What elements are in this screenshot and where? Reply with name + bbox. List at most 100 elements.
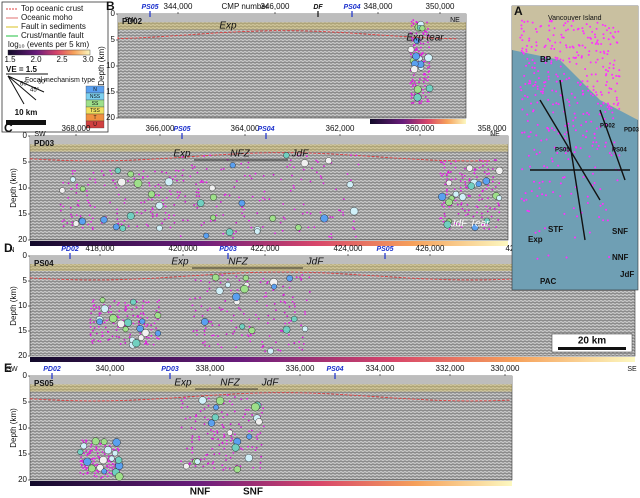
seismic-event — [182, 179, 185, 182]
focal-mechanism — [496, 195, 503, 201]
seismic-event — [446, 177, 449, 180]
focal-mechanism — [117, 177, 126, 187]
seismic-event — [86, 194, 89, 197]
map-event — [613, 141, 616, 144]
seismic-event — [189, 416, 192, 419]
map-event — [595, 141, 598, 144]
annotation: JdF — [291, 149, 310, 160]
seismic-event — [191, 451, 194, 454]
seismic-event — [89, 326, 92, 328]
focal-mechanism — [458, 193, 467, 201]
map-event — [594, 61, 597, 64]
seismic-event — [89, 445, 92, 448]
map-event — [548, 20, 551, 23]
seismic-event — [154, 194, 157, 197]
map-event — [556, 75, 559, 78]
seismic-event — [454, 199, 457, 202]
seismic-event — [306, 211, 308, 214]
seismic-event — [241, 206, 244, 209]
map-event — [567, 149, 570, 152]
map-event — [553, 27, 556, 30]
seismic-event — [217, 438, 220, 441]
seismic-event — [206, 290, 209, 293]
seismic-event — [222, 468, 225, 471]
annotation: Exp — [219, 21, 237, 32]
focal-mechanism — [119, 225, 127, 232]
focal-mechanism — [216, 396, 225, 405]
seismic-event — [461, 177, 464, 179]
map-event — [559, 41, 562, 44]
map-event — [528, 37, 531, 40]
seismic-event — [244, 413, 246, 416]
seismic-event — [459, 186, 462, 189]
seismic-event — [182, 169, 185, 172]
focal-swatch — [85, 120, 105, 129]
seismic-event — [215, 214, 218, 217]
seismic-event — [75, 214, 78, 217]
map-event — [599, 125, 602, 128]
profile-marker: PS04 — [257, 126, 274, 133]
map-event — [599, 51, 602, 54]
seismic-event — [293, 302, 296, 305]
seismic-event — [141, 307, 144, 310]
seismic-event — [266, 322, 269, 324]
focal-mechanism — [438, 192, 447, 201]
seismic-event — [113, 448, 116, 451]
seismic-event — [419, 42, 422, 45]
seismic-event — [179, 191, 181, 194]
depth-tick-label: 5 — [23, 276, 28, 285]
seismic-event — [69, 206, 72, 209]
seismic-event — [204, 327, 207, 330]
map-event — [595, 41, 598, 44]
seismic-event — [301, 336, 304, 339]
map-event — [552, 34, 555, 37]
seismic-event — [186, 406, 189, 408]
map-event — [608, 152, 611, 155]
seismic-event — [459, 180, 462, 182]
map-event — [525, 50, 528, 53]
map-event — [521, 47, 524, 50]
map-event — [526, 209, 529, 212]
seismic-event — [316, 161, 319, 163]
map-event — [559, 58, 562, 61]
x-tick-label: 424,000 — [334, 244, 363, 253]
seismic-event — [410, 96, 413, 99]
seismic-event — [216, 431, 219, 434]
seismic-event — [411, 94, 414, 97]
focal-mechanism — [242, 274, 249, 282]
legend-label: Top oceanic crust — [21, 4, 84, 13]
map-event — [528, 79, 531, 82]
seismic-event — [108, 338, 111, 341]
seismic-event — [77, 204, 80, 207]
map-event — [521, 168, 524, 171]
map-event — [618, 69, 621, 72]
map-event — [526, 113, 529, 116]
map-event — [599, 204, 602, 207]
seismic-event — [357, 163, 360, 166]
map-event — [616, 179, 619, 182]
seismic-event — [287, 343, 290, 346]
seismic-event — [485, 205, 487, 208]
seismic-event — [87, 223, 90, 226]
profile-id: PD02 — [122, 17, 143, 26]
seismic-event — [164, 211, 167, 214]
map-event — [535, 30, 538, 33]
seismic-event — [291, 300, 294, 303]
focal-mechanism — [251, 402, 260, 412]
seismic-event — [230, 319, 233, 322]
map-event — [607, 91, 610, 94]
seismic-event — [89, 334, 92, 337]
seismic-event — [216, 430, 218, 432]
map-label: PAC — [540, 277, 557, 286]
seismic-event — [248, 318, 251, 321]
map-event — [589, 25, 592, 28]
seismic-event — [108, 471, 111, 474]
seismic-event — [263, 190, 266, 193]
seismic-event — [428, 65, 431, 68]
focal-mechanism — [475, 180, 482, 187]
seismic-event — [115, 335, 118, 338]
seismic-event — [105, 319, 108, 322]
seismic-event — [145, 325, 148, 328]
map-event — [616, 82, 619, 85]
seismic-event — [192, 330, 195, 333]
